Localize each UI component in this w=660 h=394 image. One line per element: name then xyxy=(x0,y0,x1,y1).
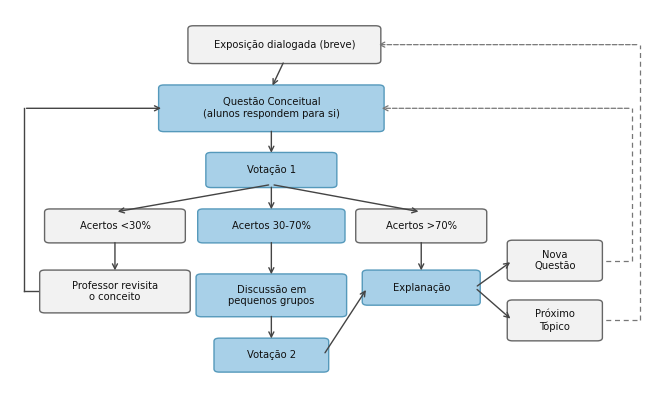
FancyBboxPatch shape xyxy=(40,270,190,313)
Text: Questão Conceitual
(alunos respondem para si): Questão Conceitual (alunos respondem par… xyxy=(203,97,340,119)
FancyBboxPatch shape xyxy=(362,270,480,305)
FancyBboxPatch shape xyxy=(508,300,603,341)
FancyBboxPatch shape xyxy=(206,152,337,188)
FancyBboxPatch shape xyxy=(196,274,346,317)
Text: Acertos <30%: Acertos <30% xyxy=(79,221,150,231)
FancyBboxPatch shape xyxy=(356,209,486,243)
Text: Explanação: Explanação xyxy=(393,282,450,293)
Text: Nova
Questão: Nova Questão xyxy=(534,250,576,271)
Text: Discussão em
pequenos grupos: Discussão em pequenos grupos xyxy=(228,284,315,306)
FancyBboxPatch shape xyxy=(198,209,345,243)
Text: Professor revisita
o conceito: Professor revisita o conceito xyxy=(72,281,158,302)
FancyBboxPatch shape xyxy=(214,338,329,372)
Text: Votação 1: Votação 1 xyxy=(247,165,296,175)
Text: Votação 2: Votação 2 xyxy=(247,350,296,360)
Text: Acertos >70%: Acertos >70% xyxy=(385,221,457,231)
FancyBboxPatch shape xyxy=(158,85,384,132)
Text: Exposição dialogada (breve): Exposição dialogada (breve) xyxy=(214,40,355,50)
FancyBboxPatch shape xyxy=(45,209,185,243)
FancyBboxPatch shape xyxy=(188,26,381,63)
Text: Acertos 30-70%: Acertos 30-70% xyxy=(232,221,311,231)
Text: Próximo
Tópico: Próximo Tópico xyxy=(535,309,575,331)
FancyBboxPatch shape xyxy=(508,240,603,281)
